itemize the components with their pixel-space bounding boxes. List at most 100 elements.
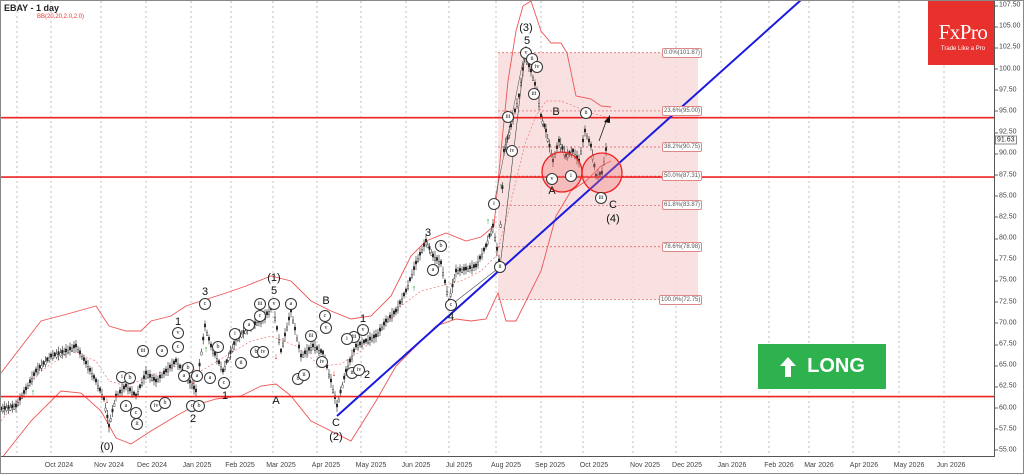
wave-label: 1 xyxy=(221,390,229,402)
wave-circle-label: iii xyxy=(254,298,266,310)
wave-label: A xyxy=(272,395,280,407)
wave-circle-label: i xyxy=(565,170,577,182)
wave-circle-label: a xyxy=(178,370,190,382)
time-axis[interactable]: Oct 2024 Nov 2024 Dec 2024 Jan 2025 Feb 2025… xyxy=(1,457,994,473)
x-tick-label: Jan 2025 xyxy=(182,462,212,469)
wave-circle-label: iii xyxy=(502,111,514,123)
wave-circle-label: b xyxy=(435,240,447,252)
svg-text:↑: ↑ xyxy=(204,344,209,354)
chart-title: EBAY - 1 day xyxy=(4,3,60,13)
current-price-tag: 91.63 xyxy=(995,135,1017,144)
wave-circle-label: a xyxy=(243,319,255,331)
wave-circle-label: iv xyxy=(531,61,543,73)
wave-label: C xyxy=(609,199,617,211)
fib-level-label: 23.6%(95.00) xyxy=(662,105,703,116)
fib-level-label: 78.6%(78.98) xyxy=(662,241,703,252)
x-tick-label: Apr 2025 xyxy=(311,462,341,469)
wave-label: 5 xyxy=(523,35,531,47)
indicator-label: BB(20,20,2.0,2.0) xyxy=(37,14,85,20)
y-tick-label: 105.00 xyxy=(994,22,1021,30)
y-tick-label: 97.50 xyxy=(995,86,1017,94)
wave-circle-label: a xyxy=(285,298,297,310)
wave-circle-label: ii xyxy=(298,369,310,381)
logo-brand: FxPro xyxy=(938,20,988,44)
wave-circle-label: v xyxy=(172,327,184,339)
x-tick-label: May 2025 xyxy=(355,462,387,469)
y-tick-label: 100.00 xyxy=(994,65,1021,73)
y-tick-label: 62.50 xyxy=(995,382,1017,390)
wave-circle-label: c xyxy=(172,341,184,353)
wave-label: 1 xyxy=(359,313,367,325)
x-tick-label: Feb 2026 xyxy=(764,462,794,469)
y-tick-label: 85.00 xyxy=(995,192,1017,200)
wave-circle-label: iv xyxy=(257,346,269,358)
y-tick-label: 82.50 xyxy=(995,213,1017,221)
wave-circle-label: i xyxy=(229,328,241,340)
wave-circle-label: v xyxy=(357,324,369,336)
y-tick-label: 72.50 xyxy=(995,298,1017,306)
wave-label: (0) xyxy=(100,441,114,453)
long-signal-label: LONG xyxy=(807,355,865,377)
y-tick-label: 80.00 xyxy=(995,234,1017,242)
price-axis[interactable]: 107.50 105.00 102.50 100.00 97.50 95.00 92.50 9… xyxy=(994,1,1024,456)
svg-text:↑: ↑ xyxy=(31,387,36,397)
y-tick-label: 77.50 xyxy=(995,255,1017,263)
x-tick-label: Jun 2025 xyxy=(401,462,431,469)
wave-circle-label: i xyxy=(341,333,353,345)
y-tick-label: 55.00 xyxy=(995,446,1017,454)
wave-label: A xyxy=(548,185,556,197)
wave-label: 5 xyxy=(270,285,278,297)
wave-circle-label: a xyxy=(156,345,168,357)
wave-circle-label: iii xyxy=(137,345,149,357)
wave-circle-label: ii xyxy=(235,357,247,369)
x-tick-label: Feb 2025 xyxy=(225,462,255,469)
y-tick-label: 92.50 xyxy=(995,128,1017,136)
x-tick-label: Jun 2026 xyxy=(936,462,966,469)
x-tick-label: Dec 2024 xyxy=(137,462,167,469)
wave-label: (3) xyxy=(519,22,533,34)
wave-label: C xyxy=(332,417,340,429)
wave-circle-label: i xyxy=(488,198,500,210)
fib-level-label: 50.0%(87.31) xyxy=(662,171,703,182)
wave-circle-label: iii xyxy=(595,192,607,204)
x-tick-label: Mar 2025 xyxy=(266,462,296,469)
x-tick-label: Oct 2025 xyxy=(579,462,609,469)
x-tick-label: Nov 2024 xyxy=(94,462,124,469)
fib-level-label: 61.8%(83.87) xyxy=(662,200,703,211)
wave-label: (1) xyxy=(267,272,281,284)
x-tick-label: Apr 2026 xyxy=(849,462,879,469)
wave-circle-label: a xyxy=(427,264,439,276)
wave-circle-label: iv xyxy=(353,364,365,376)
y-tick-label: 102.50 xyxy=(994,43,1021,51)
wave-circle-label: a xyxy=(191,370,203,382)
arrow-up-icon xyxy=(780,356,797,377)
wave-circle-label: ii xyxy=(494,261,506,273)
x-tick-label: May 2026 xyxy=(893,462,925,469)
wave-circle-label: iv xyxy=(316,356,328,368)
svg-text:↓: ↓ xyxy=(105,395,110,405)
y-tick-label: 60.00 xyxy=(995,404,1017,412)
long-signal-badge: LONG xyxy=(758,344,886,389)
wave-label: 2 xyxy=(363,369,371,381)
fib-level-label: 100.0%(72.75) xyxy=(659,294,703,305)
wave-circle-label: c xyxy=(218,377,230,389)
logo-tagline: Trade Like a Pro xyxy=(940,46,986,52)
wave-label: (4) xyxy=(606,213,620,225)
x-tick-label: Mar 2026 xyxy=(804,462,834,469)
x-tick-label: Oct 2024 xyxy=(44,462,74,469)
fxpro-logo: FxPro Trade Like a Pro xyxy=(928,1,994,65)
y-tick-label: 75.00 xyxy=(995,276,1017,284)
wave-label: (2) xyxy=(329,431,343,443)
wave-circle-label: a xyxy=(204,372,216,384)
y-tick-label: 67.50 xyxy=(995,340,1017,348)
wave-label: B xyxy=(322,295,330,307)
wave-circle-label: iii xyxy=(528,88,540,100)
wave-circle-label: iii xyxy=(305,330,317,342)
fib-level-label: 38.2%(90.75) xyxy=(662,141,703,152)
x-tick-label: Jan 2026 xyxy=(717,462,747,469)
wave-circle-label: c xyxy=(254,310,266,322)
wave-circle-label: b xyxy=(124,372,136,384)
wave-circle-label: v xyxy=(546,173,558,185)
plot-area[interactable]: ↑↑↑↑↑↑↑↓↓↓↓ EBAY - 1 day BB(20,20,2.0,2.… xyxy=(1,1,995,457)
x-tick-label: Jul 2025 xyxy=(445,462,473,469)
